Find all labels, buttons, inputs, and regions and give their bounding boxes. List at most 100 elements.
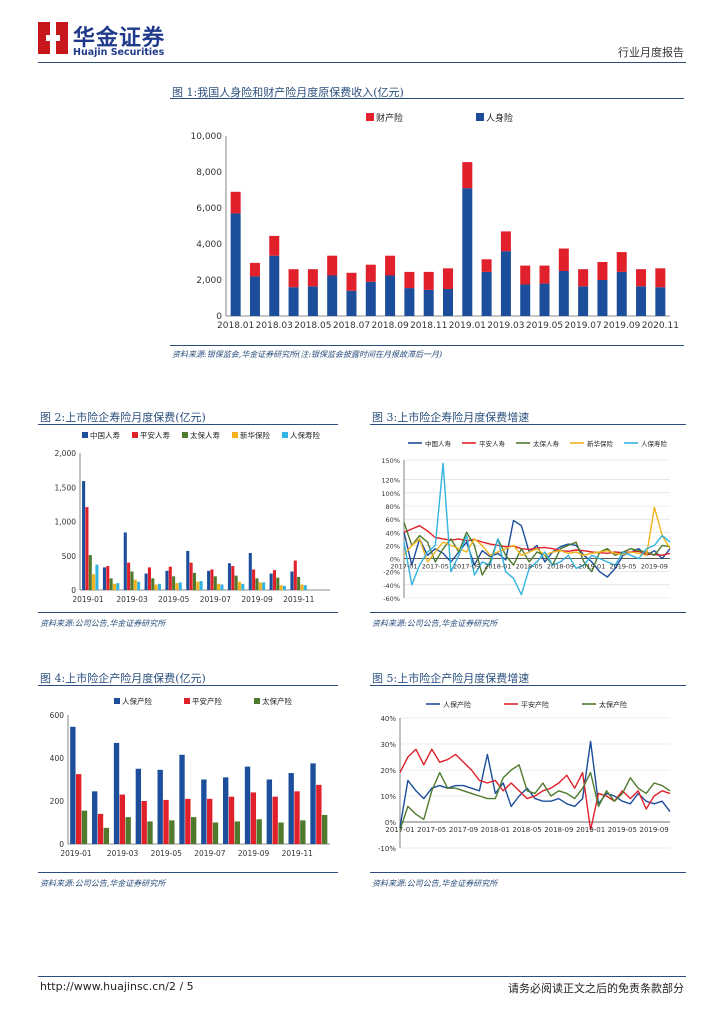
bar (241, 583, 245, 590)
y-tick-label: 0% (385, 819, 396, 827)
figure-1-title: 图 1:我国人身险和财产险月度原保费收入(亿元) (172, 86, 404, 99)
bar-life (269, 255, 280, 316)
legend-label: 平安产险 (521, 700, 549, 709)
figure-1-rule (170, 98, 684, 99)
bar-life (520, 284, 531, 316)
bar-pc (269, 235, 280, 256)
footer-disclaimer: 请务必阅读正文之后的免责条款部分 (508, 982, 684, 995)
legend-label: 太保人寿 (533, 439, 560, 448)
bar (228, 796, 235, 844)
bar (125, 817, 131, 844)
figure-2-bottom-rule (38, 612, 338, 613)
bar-life (636, 286, 647, 316)
x-tick-label: 2018-05 (512, 826, 541, 834)
figure-4-source: 资料来源:公司公告,华金证券研究所 (40, 879, 166, 888)
bar-pc (462, 162, 473, 189)
bar-life (385, 275, 396, 316)
bar (234, 821, 241, 844)
x-tick-label: 2019-09 (241, 595, 273, 604)
bar (81, 810, 88, 844)
bar (201, 779, 207, 844)
legend-label: 财产险 (376, 112, 403, 124)
bar (76, 774, 82, 844)
bar (116, 583, 120, 590)
bar-pc (481, 259, 492, 272)
bar-life (404, 288, 415, 316)
legend-swatch (476, 113, 484, 121)
x-tick-label: 2019.01 (449, 321, 486, 331)
bar (123, 532, 127, 590)
y-tick-label: 8,000 (196, 168, 222, 178)
figure-5-rule (370, 685, 686, 686)
legend-swatch (82, 432, 88, 438)
bar-life (307, 286, 318, 316)
y-tick-label: 200 (50, 797, 65, 806)
bar (157, 769, 163, 844)
legend-label: 平安人寿 (479, 439, 506, 448)
bar (303, 585, 307, 590)
bar (92, 574, 96, 590)
x-tick-label: 2019-09 (238, 849, 270, 858)
bar (321, 814, 328, 844)
bar (212, 822, 219, 844)
y-tick-label: 600 (50, 711, 65, 720)
bar-pc (288, 269, 299, 288)
legend-swatch (232, 432, 238, 438)
huajin-logo-mark (38, 22, 68, 54)
x-tick-label: 2019-01 (72, 595, 104, 604)
figure-5-bottom-rule (370, 872, 686, 873)
legend-swatch (366, 113, 374, 121)
bar (119, 794, 126, 844)
bar-life (578, 286, 589, 316)
bar (85, 507, 89, 590)
legend-swatch (182, 432, 188, 438)
bar (223, 777, 229, 844)
y-tick-label: 1,000 (55, 518, 77, 527)
bar (112, 583, 116, 590)
y-tick-label: 60% (386, 516, 400, 524)
legend-label: 人保产险 (443, 700, 471, 709)
bar (293, 560, 297, 590)
bar (179, 754, 185, 844)
bar (135, 768, 142, 844)
legend-swatch (254, 698, 260, 704)
x-tick-label: 2018.05 (294, 321, 331, 331)
x-tick-label: 2019.03 (487, 321, 524, 331)
bar (147, 567, 151, 590)
bar-life (500, 251, 511, 316)
x-tick-label: 2019-09 (641, 563, 668, 571)
bar (282, 585, 286, 590)
figure-2-rule (38, 424, 338, 425)
bar (248, 553, 252, 590)
bar (157, 583, 161, 590)
bar (102, 567, 106, 590)
bar (154, 584, 158, 590)
x-tick-label: 2019-03 (107, 849, 139, 858)
y-tick-label: 0 (71, 586, 76, 595)
series-line (399, 748, 671, 831)
bar-pc (404, 271, 415, 289)
bar-pc (385, 255, 396, 276)
bar (207, 798, 213, 844)
legend-swatch (114, 698, 120, 704)
bar-pc (597, 262, 608, 280)
footer-url-page[interactable]: http://www.huajinsc.cn/2 / 5 (40, 980, 194, 993)
bar (178, 582, 182, 590)
y-tick-label: -20% (383, 569, 400, 577)
x-tick-label: 2019-03 (116, 595, 148, 604)
x-tick-label: 2019-01 (578, 563, 605, 571)
bar-life (423, 289, 434, 316)
bar (192, 572, 196, 590)
legend-label: 中国人寿 (90, 430, 120, 440)
bar-pc (558, 248, 569, 271)
y-tick-label: 500 (62, 552, 77, 561)
bar (189, 562, 193, 590)
bar-life (365, 281, 376, 316)
bar (172, 576, 176, 590)
bar-pc (307, 269, 318, 287)
y-tick-label: 20% (386, 542, 400, 550)
bar (237, 581, 241, 590)
bar (278, 822, 284, 844)
bar (227, 563, 231, 590)
bar (163, 799, 169, 844)
